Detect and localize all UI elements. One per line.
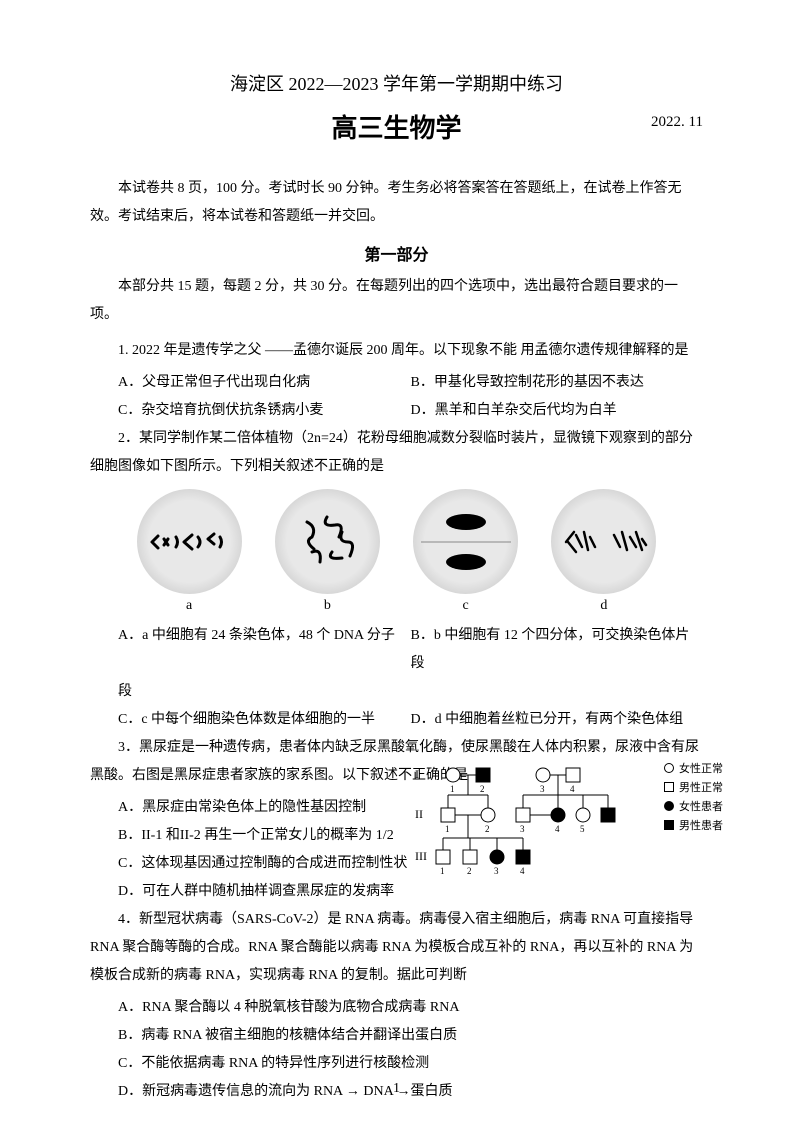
cell-d-fig — [551, 489, 656, 594]
q1-row1: A．父母正常但子代出现白化病 B．甲基化导致控制花形的基因不表达 — [90, 369, 703, 397]
cell-d-label: d — [551, 598, 656, 614]
q2-opt-b: B．b 中细胞有 12 个四分体，可交换染色体片段 — [411, 622, 704, 678]
svg-text:2: 2 — [485, 824, 490, 834]
legend-female-affected: 女性患者 — [664, 798, 723, 814]
cell-b-label: b — [275, 598, 380, 614]
q3-wrap: 3．黑尿症是一种遗传病，患者体内缺乏尿黑酸氧化酶，使尿黑酸在人体内积累，尿液中含… — [90, 734, 703, 906]
svg-text:3: 3 — [540, 784, 545, 794]
cell-b: b — [275, 489, 380, 614]
cell-b-fig — [275, 489, 380, 594]
svg-text:3: 3 — [520, 824, 525, 834]
q2-opt-a: A．a 中细胞有 24 条染色体，48 个 DNA 分子 — [118, 622, 411, 678]
q1-opt-a: A．父母正常但子代出现白化病 — [118, 369, 411, 397]
q2-stem: 2．某同学制作某二倍体植物（2n=24）花粉母细胞减数分裂临时装片，显微镜下观察… — [90, 425, 703, 481]
cell-d: d — [551, 489, 656, 614]
svg-text:4: 4 — [570, 784, 575, 794]
legend-male-normal: 男性正常 — [664, 779, 723, 795]
svg-text:III: III — [415, 849, 427, 863]
section1-desc: 本部分共 15 题，每题 2 分，共 30 分。在每题列出的四个选项中，选出最符… — [90, 273, 703, 329]
q4-opt-c: C．不能依据病毒 RNA 的特异性序列进行核酸检测 — [90, 1050, 703, 1078]
svg-text:4: 4 — [555, 824, 560, 834]
pedigree-legend: 女性正常 男性正常 女性患者 男性患者 — [664, 760, 723, 836]
cell-image-row: a b c — [90, 489, 703, 614]
q1-opt-c: C．杂交培育抗倒伏抗条锈病小麦 — [118, 397, 411, 425]
district-title: 海淀区 2022—2023 学年第一学期期中练习 — [90, 70, 703, 96]
cell-c: c — [413, 489, 518, 614]
q2-opt-d: D．d 中细胞着丝粒已分开，有两个染色体组 — [411, 706, 704, 734]
q1-opt-b: B．甲基化导致控制花形的基因不表达 — [411, 369, 704, 397]
q2-opt-c: C．c 中每个细胞染色体数是体细胞的一半 — [118, 706, 411, 734]
q1-row2: C．杂交培育抗倒伏抗条锈病小麦 D．黑羊和白羊杂交后代均为白羊 — [90, 397, 703, 425]
subject-title: 高三生物学 2022. 11 — [90, 108, 703, 145]
subject-title-text: 高三生物学 — [331, 114, 461, 143]
svg-text:2: 2 — [467, 866, 472, 875]
exam-intro: 本试卷共 8 页，100 分。考试时长 90 分钟。考生务必将答案答在答题纸上，… — [90, 175, 703, 231]
q3-opt-a: A．黑尿症由常染色体上的隐性基因控制 — [90, 794, 421, 822]
cell-a-label: a — [137, 598, 242, 614]
q2-opt-b-cont: 段 — [90, 678, 703, 706]
cell-c-label: c — [413, 598, 518, 614]
svg-text:3: 3 — [494, 866, 499, 875]
cell-c-fig — [413, 489, 518, 594]
svg-text:1: 1 — [440, 866, 445, 875]
q3-opt-b: B．II-1 和II-2 再生一个正常女儿的概率为 1/2 — [90, 822, 421, 850]
section1-title: 第一部分 — [90, 241, 703, 265]
exam-date: 2022. 11 — [651, 114, 703, 131]
legend-female-normal: 女性正常 — [664, 760, 723, 776]
svg-text:5: 5 — [580, 824, 585, 834]
svg-text:I: I — [415, 767, 419, 781]
svg-text:4: 4 — [520, 866, 525, 875]
svg-text:1: 1 — [450, 784, 455, 794]
q4-opt-a: A．RNA 聚合酶以 4 种脱氧核苷酸为底物合成病毒 RNA — [90, 994, 703, 1022]
q2-row1: A．a 中细胞有 24 条染色体，48 个 DNA 分子 B．b 中细胞有 12… — [90, 622, 703, 678]
svg-text:II: II — [415, 807, 423, 821]
pedigree-diagram: I II III 1 2 3 4 — [413, 760, 713, 875]
legend-male-affected: 男性患者 — [664, 817, 723, 833]
q3-opt-c: C．这体现基因通过控制酶的合成进而控制性状 — [90, 850, 421, 878]
page-number: 1 — [393, 1081, 400, 1097]
svg-text:1: 1 — [445, 824, 450, 834]
q4-opt-b: B．病毒 RNA 被宿主细胞的核糖体结合并翻译出蛋白质 — [90, 1022, 703, 1050]
q1-stem: 1. 2022 年是遗传学之父 ——孟德尔诞辰 200 周年。以下现象不能 用孟… — [90, 337, 703, 365]
q4-stem: 4．新型冠状病毒（SARS-CoV-2）是 RNA 病毒。病毒侵入宿主细胞后，病… — [90, 906, 703, 990]
q2-row2: C．c 中每个细胞染色体数是体细胞的一半 D．d 中细胞着丝粒已分开，有两个染色… — [90, 706, 703, 734]
q1-opt-d: D．黑羊和白羊杂交后代均为白羊 — [411, 397, 704, 425]
svg-text:2: 2 — [480, 784, 485, 794]
q3-opt-d: D．可在人群中随机抽样调查黑尿症的发病率 — [90, 878, 421, 906]
cell-a-fig — [137, 489, 242, 594]
cell-a: a — [137, 489, 242, 614]
